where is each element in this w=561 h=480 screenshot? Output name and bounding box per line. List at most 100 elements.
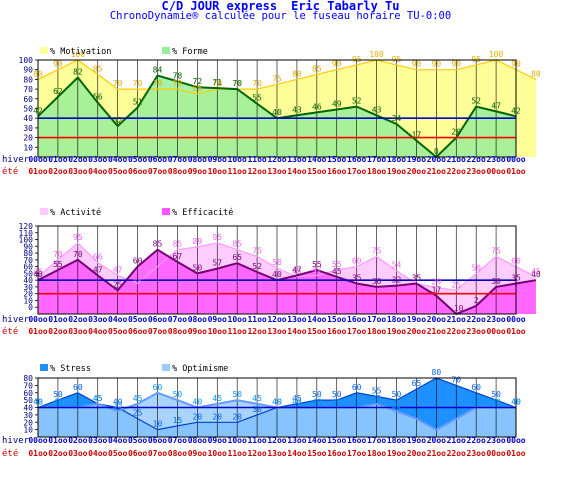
data-label: 50 [193, 263, 203, 272]
hour-label-summer: 01oo [506, 449, 525, 458]
data-label: 90 [412, 60, 422, 69]
series-area-2 [38, 249, 536, 314]
hour-label-summer: 03oo [68, 449, 87, 458]
data-label: 60 [133, 257, 143, 266]
hour-label-winter: 23oo [486, 155, 505, 164]
hour-label-summer: 11oo [228, 167, 247, 176]
hour-label-winter: 08oo [188, 436, 207, 445]
hour-label-summer: 11oo [228, 327, 247, 336]
hour-label-summer: 01oo [506, 167, 525, 176]
hour-label-summer: 14oo [287, 167, 306, 176]
hour-label-winter: 00oo [28, 155, 47, 164]
data-label: 25 [412, 409, 422, 418]
data-label: 30 [491, 277, 501, 286]
data-label: 70 [212, 79, 222, 88]
legend-swatch [162, 208, 170, 215]
data-label: 58 [272, 258, 282, 267]
hour-label-winter: 02oo [68, 315, 87, 324]
data-label: 95 [471, 55, 481, 64]
hour-label-summer: 00oo [486, 449, 505, 458]
data-label: 50 [173, 390, 183, 399]
hour-label-winter: 09oo [208, 315, 227, 324]
data-label: 66 [93, 253, 103, 262]
data-label: 52 [252, 262, 262, 271]
hour-label-summer: 19oo [387, 167, 406, 176]
data-label: 2 [474, 296, 479, 305]
data-label: 85 [173, 240, 183, 249]
y-tick-label: 80 [23, 75, 33, 84]
data-label: 30 [372, 277, 382, 286]
y-tick-label: 30 [23, 411, 33, 420]
data-label: 85 [153, 240, 163, 249]
data-label: 80 [531, 69, 541, 78]
hour-label-summer: 16oo [327, 449, 346, 458]
data-label: 35 [352, 274, 362, 283]
data-label: 55 [53, 260, 63, 269]
data-label: 70 [252, 79, 262, 88]
data-label: 70 [153, 79, 163, 88]
y-tick-label: 80 [23, 374, 33, 383]
data-label: 35 [133, 274, 143, 283]
y-tick-label: 70 [23, 256, 33, 265]
data-label: 75 [272, 74, 282, 83]
hour-label-summer: 10oo [208, 327, 227, 336]
data-label: 35 [412, 274, 422, 283]
hour-label-winter: 18oo [387, 155, 406, 164]
data-label: 95 [352, 55, 362, 64]
legend-label: % Stress [50, 364, 91, 374]
hour-label-summer: 20oo [407, 327, 426, 336]
hour-label-winter: 08oo [188, 155, 207, 164]
hour-label-winter: 19oo [407, 155, 426, 164]
hour-label-winter: 18oo [387, 315, 406, 324]
hour-label-winter: 08oo [188, 315, 207, 324]
hour-label-summer: 01oo [28, 449, 47, 458]
data-label: 72 [193, 77, 203, 86]
hour-label-summer: 01oo [28, 167, 47, 176]
data-label: 65 [412, 379, 422, 388]
data-label: 75 [252, 246, 262, 255]
data-label: 35 [412, 274, 422, 283]
y-tick-label: 90 [23, 242, 33, 251]
legend-label: % Optimisme [172, 364, 228, 374]
data-label: 51 [133, 98, 143, 107]
hour-label-winter: 20oo [427, 315, 446, 324]
y-tick-label: 80 [23, 249, 33, 258]
y-tick-label: 30 [23, 283, 33, 292]
data-label: 71 [212, 78, 222, 87]
hour-label-winter: 09oo [208, 436, 227, 445]
data-label: 40 [531, 270, 541, 279]
data-label: 60 [73, 383, 83, 392]
y-tick-label: 40 [23, 114, 33, 123]
legend-swatch [162, 364, 170, 371]
data-label: 55 [332, 260, 342, 269]
data-label: 100 [71, 50, 86, 59]
data-label: 40 [113, 398, 123, 407]
hour-label-summer: 12oo [247, 449, 266, 458]
hour-label-winter: 19oo [407, 436, 426, 445]
data-label: 90 [432, 60, 442, 69]
y-tick-label: 50 [23, 396, 33, 405]
data-label: 40 [193, 398, 203, 407]
y-tick-label: 70 [23, 85, 33, 94]
y-tick-label: 100 [19, 56, 34, 65]
hour-label-winter: 00oo [28, 315, 47, 324]
data-label: -10 [449, 304, 464, 313]
hour-label-summer: 14oo [287, 327, 306, 336]
y-tick-label: 50 [23, 269, 33, 278]
data-label: 70 [451, 375, 461, 384]
data-label: 40 [332, 398, 342, 407]
data-label: 65 [232, 253, 242, 262]
hour-label-winter: 05oo [128, 436, 147, 445]
hour-label-winter: 01oo [48, 436, 67, 445]
data-label: 17 [412, 131, 422, 140]
hour-label-summer: 13oo [267, 167, 286, 176]
row-label-summer: été [2, 166, 18, 177]
data-label: 70 [73, 250, 83, 259]
y-tick-label: 10 [23, 143, 33, 152]
hour-label-summer: 07oo [148, 449, 167, 458]
data-label: 50 [471, 263, 481, 272]
data-label: 40 [53, 398, 63, 407]
hour-label-summer: 23oo [467, 449, 486, 458]
hour-label-summer: 05oo [108, 167, 127, 176]
hour-label-winter: 12oo [267, 436, 286, 445]
